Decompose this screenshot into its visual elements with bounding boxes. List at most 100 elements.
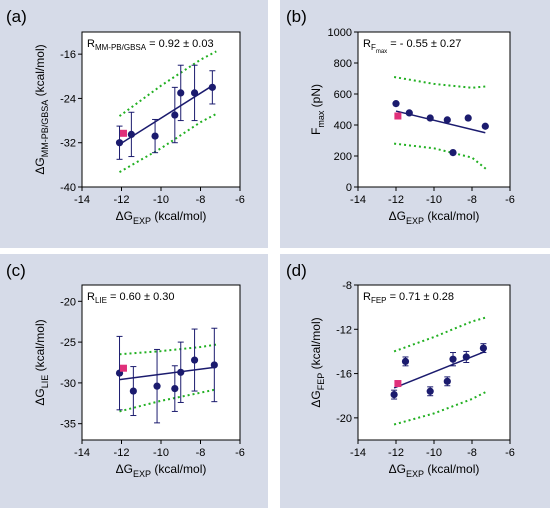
x-tick-label: -8 xyxy=(467,447,477,459)
y-tick-label: -20 xyxy=(336,413,352,425)
x-tick-label: -10 xyxy=(153,447,169,459)
y-tick-label: -8 xyxy=(342,280,352,292)
x-tick-label: -12 xyxy=(114,447,130,459)
x-tick-label: -10 xyxy=(426,447,442,459)
y-axis-label: Fmax (pN) xyxy=(309,84,326,135)
x-tick-label: -12 xyxy=(388,194,404,206)
data-point xyxy=(177,368,185,376)
panel-label: (b) xyxy=(286,7,307,26)
data-point xyxy=(153,382,161,390)
regression-line xyxy=(119,366,215,381)
y-axis-label: ΔGFEP (kcal/mol) xyxy=(309,317,326,407)
data-point xyxy=(464,114,472,122)
data-point xyxy=(462,353,470,361)
data-point xyxy=(443,116,451,124)
confidence-band-lower xyxy=(119,113,217,173)
x-axis-label: ΔGEXP (kcal/mol) xyxy=(116,462,207,479)
y-tick-label: 400 xyxy=(334,120,352,132)
correlation-annotation: RFEP = 0.71 ± 0.28 xyxy=(363,291,454,305)
x-axis-label: ΔGEXP (kcal/mol) xyxy=(389,462,480,479)
data-point xyxy=(390,391,398,399)
plot-area xyxy=(81,31,241,188)
highlight-point xyxy=(119,129,127,137)
y-tick-label: 800 xyxy=(334,58,352,70)
confidence-band-lower xyxy=(393,390,488,426)
data-point xyxy=(443,377,451,385)
x-tick-label: -14 xyxy=(74,447,90,459)
data-point xyxy=(151,132,159,140)
x-tick-label: -8 xyxy=(196,447,206,459)
data-point xyxy=(127,130,135,139)
x-tick-label: -10 xyxy=(426,194,442,206)
chart-panel-4: -14 -12 -10 -8 -6 -20 -16 -12 -8 (d) RFEP = 0.71 ±… xyxy=(280,254,550,508)
correlation-annotation: RLIE = 0.60 ± 0.30 xyxy=(87,291,174,305)
data-point xyxy=(481,122,489,130)
y-axis-label: ΔGLIE (kcal/mol) xyxy=(33,319,50,405)
confidence-band-lower xyxy=(393,142,488,171)
data-point xyxy=(171,111,179,119)
y-tick-label: 200 xyxy=(334,151,352,163)
x-tick-label: -14 xyxy=(350,447,366,459)
highlight-point xyxy=(394,380,402,388)
data-point xyxy=(210,361,218,369)
confidence-band-upper xyxy=(393,316,488,353)
y-axis-label: ΔGMM-PB/GBSA (kcal/mol) xyxy=(33,44,50,174)
chart-panel-3: -14 -12 -10 -8 -6 -35 -30 -25 -20 (c) RLIE = 0.60 … xyxy=(0,254,268,508)
data-point xyxy=(177,89,185,97)
x-tick-label: -14 xyxy=(350,194,366,206)
x-tick-label: -6 xyxy=(235,194,245,206)
y-tick-label: -24 xyxy=(60,93,76,105)
y-tick-label: -16 xyxy=(336,369,352,381)
y-tick-label: 0 xyxy=(346,182,352,194)
data-point xyxy=(449,148,457,157)
data-point xyxy=(392,100,400,108)
data-point xyxy=(479,344,487,352)
y-tick-label: -20 xyxy=(60,296,76,308)
data-point xyxy=(208,83,216,91)
y-tick-label: 1000 xyxy=(328,27,352,39)
data-point xyxy=(401,357,410,365)
y-tick-label: -25 xyxy=(60,337,76,349)
x-tick-label: -8 xyxy=(467,194,477,206)
y-tick-label: -16 xyxy=(60,49,76,61)
x-tick-label: -14 xyxy=(74,194,90,206)
x-axis-label: ΔGEXP (kcal/mol) xyxy=(116,209,207,226)
data-point xyxy=(190,356,199,364)
regression-line xyxy=(393,350,486,389)
chart-panel-1: -14 -12 -10 -8 -6 -40 -32 -24 -16 (a) RMM-PB/GBSA … xyxy=(0,0,268,248)
chart-panel-2: -14 -12 -10 -8 -6 0 200 400 600 800 1000 (b) RFmax =… xyxy=(280,0,550,248)
data-point xyxy=(426,114,434,122)
x-tick-label: -8 xyxy=(196,194,206,206)
x-tick-label: -10 xyxy=(153,194,169,206)
correlation-annotation: RMM-PB/GBSA = 0.92 ± 0.03 xyxy=(87,38,214,52)
y-tick-label: -35 xyxy=(60,419,76,431)
data-point xyxy=(449,355,457,363)
x-tick-label: -12 xyxy=(388,447,404,459)
highlight-point xyxy=(394,112,402,120)
confidence-band-lower xyxy=(119,388,217,413)
plot-area xyxy=(357,31,511,188)
data-point xyxy=(426,387,434,395)
x-tick-label: -6 xyxy=(505,447,515,459)
x-tick-label: -6 xyxy=(235,447,245,459)
x-tick-label: -6 xyxy=(505,194,515,206)
highlight-point xyxy=(119,364,127,372)
plot-area xyxy=(357,284,511,441)
y-tick-label: -30 xyxy=(60,378,76,390)
y-tick-label: -40 xyxy=(60,182,76,194)
correlation-annotation: RFmax = - 0.55 ± 0.27 xyxy=(363,38,461,55)
panel-label: (a) xyxy=(6,7,27,26)
y-tick-label: -12 xyxy=(336,324,352,336)
data-point xyxy=(190,89,199,97)
panel-label: (d) xyxy=(286,261,307,280)
x-axis-label: ΔGEXP (kcal/mol) xyxy=(389,209,480,226)
data-point xyxy=(115,139,124,147)
data-point xyxy=(171,385,179,393)
confidence-band-upper xyxy=(393,76,488,89)
data-point xyxy=(405,109,413,117)
y-tick-label: 600 xyxy=(334,89,352,101)
panel-label: (c) xyxy=(6,261,26,280)
y-tick-label: -32 xyxy=(60,138,76,150)
x-tick-label: -12 xyxy=(114,194,130,206)
